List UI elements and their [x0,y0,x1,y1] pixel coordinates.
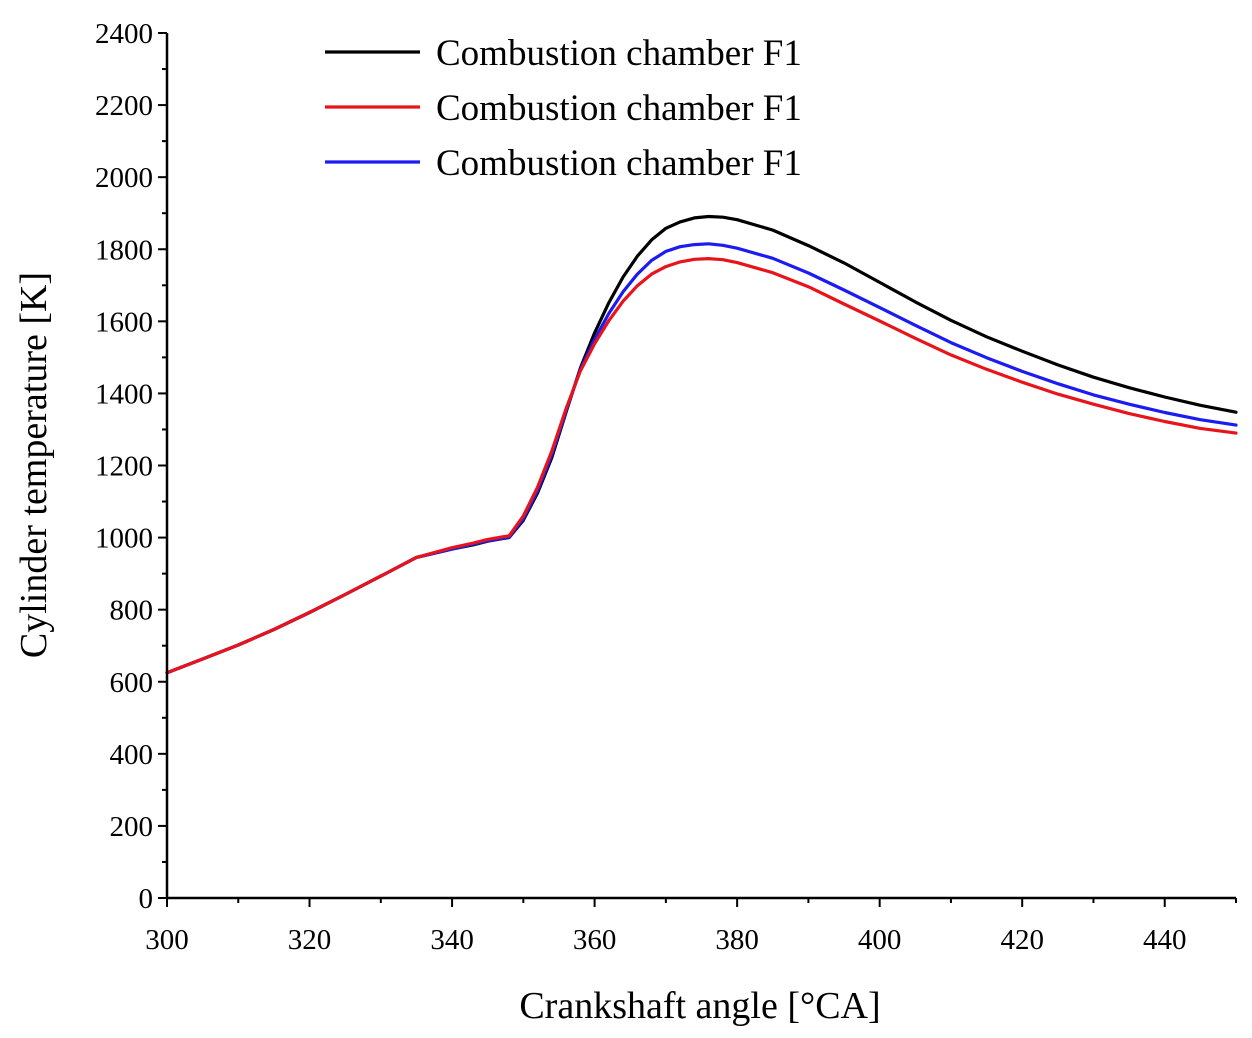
series-line-2 [165,257,1238,675]
x-axis-title: Crankshaft angle [°CA] [519,985,880,1027]
y-axis-title: Cylinder temperature [K] [13,272,55,658]
legend: Combustion chamber F1 Combustion chamber … [325,33,802,184]
y-tick-label: 2400 [95,18,153,50]
series-line-3 [165,242,1238,675]
axis-ticks: 300 320 340 360 380 400 420 440 0 200 400 600 800 100… [95,18,1237,956]
y-tick-label: 400 [110,739,154,771]
x-tick-label: 340 [430,924,474,956]
y-tick-label: 800 [110,595,154,627]
y-tick-label: 1600 [95,306,153,338]
x-tick-label: 400 [858,924,902,956]
y-tick-label: 1800 [95,234,153,266]
x-tick-label: 380 [715,924,759,956]
x-tick-label: 360 [573,924,617,956]
y-tick-label: 600 [110,667,154,699]
axes [165,33,1236,900]
y-tick-label: 200 [110,811,154,843]
legend-label-2: Combustion chamber F1 [436,88,802,129]
y-tick-label: 2200 [95,90,153,122]
x-tick-label: 420 [1000,924,1044,956]
y-tick-label: 1200 [95,451,153,483]
y-tick-label: 1400 [95,378,153,410]
legend-label-1: Combustion chamber F1 [436,33,802,74]
x-tick-label: 440 [1143,924,1187,956]
y-tick-label: 1000 [95,523,153,555]
series-lines [165,214,1238,675]
legend-label-3: Combustion chamber F1 [436,143,802,184]
x-tick-label: 300 [145,924,189,956]
x-tick-label: 320 [288,924,332,956]
y-tick-label: 0 [139,883,154,915]
y-tick-label: 2000 [95,162,153,194]
